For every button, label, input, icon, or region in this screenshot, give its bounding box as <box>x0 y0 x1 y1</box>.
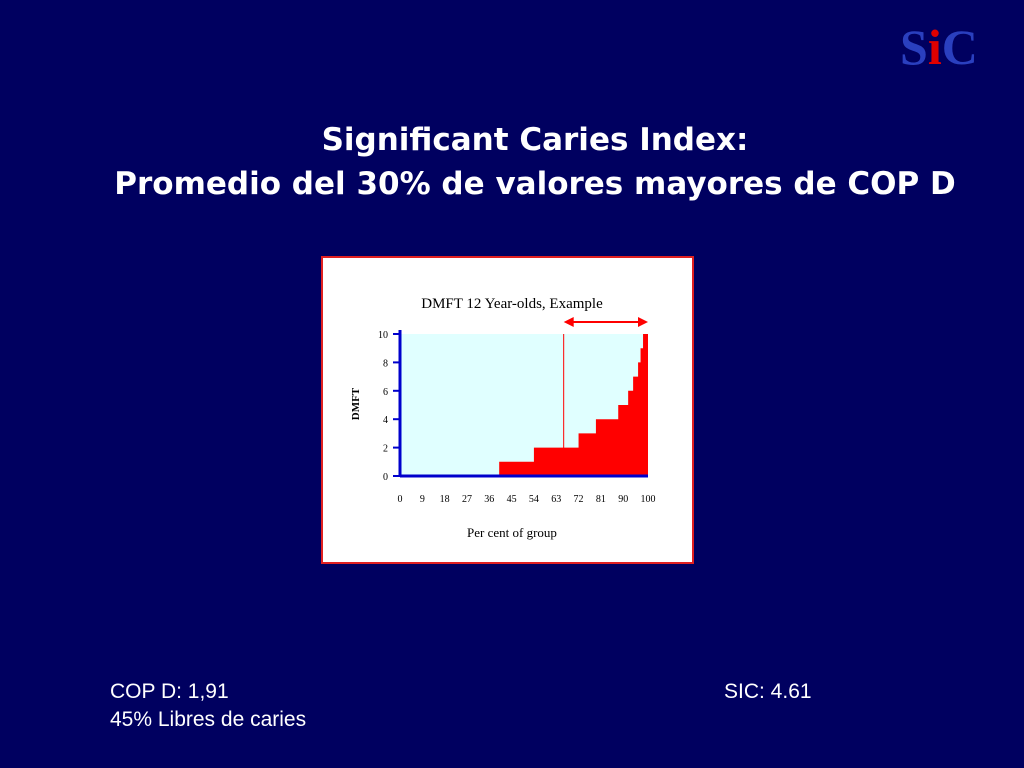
title-line: Promedio del 30% de valores mayores de C… <box>114 166 956 202</box>
y-tick-label: 10 <box>378 330 388 341</box>
x-tick-label: 72 <box>574 494 584 505</box>
step-area <box>400 334 648 476</box>
y-tick-label: 2 <box>383 444 388 455</box>
x-tick-label: 90 <box>618 494 628 505</box>
chart: DMFT 12 Year-olds, Example Per cent of g… <box>321 256 694 564</box>
y-tick-label: 8 <box>383 358 388 369</box>
y-tick-label: 0 <box>383 472 388 483</box>
x-tick-label: 63 <box>551 494 561 505</box>
slide-title: Significant Caries Index: Promedio del 3… <box>0 118 1024 206</box>
x-tick-label: 81 <box>596 494 606 505</box>
y-tick-label: 4 <box>383 415 388 426</box>
logo-letter: S <box>900 19 928 75</box>
note-right: SIC: 4.61 <box>724 680 812 703</box>
x-tick-label: 9 <box>420 494 425 505</box>
logo-letter: C <box>941 19 978 75</box>
logo-letter: i <box>927 19 942 75</box>
x-tick-label: 36 <box>484 494 494 505</box>
note-line: 45% Libres de caries <box>110 708 307 731</box>
x-tick-label: 18 <box>440 494 450 505</box>
x-tick-label: 45 <box>507 494 517 505</box>
x-axis-label: Per cent of group <box>467 525 557 540</box>
x-tick-label: 100 <box>641 494 656 505</box>
arrow-head <box>563 317 574 327</box>
y-tick-label: 6 <box>383 387 388 398</box>
title-line: Significant Caries Index: <box>321 122 749 158</box>
x-tick-label: 54 <box>529 494 539 505</box>
arrow-head <box>638 317 648 327</box>
y-axis-label: DMFT <box>350 387 362 420</box>
chart-title: DMFT 12 Year-olds, Example <box>421 296 603 312</box>
note-left: COP D: 1,91 45% Libres de caries <box>110 678 306 734</box>
note-line: COP D: 1,91 <box>110 680 229 703</box>
x-tick-label: 27 <box>462 494 472 505</box>
x-tick-label: 0 <box>398 494 403 505</box>
logo: SiC <box>900 18 978 76</box>
